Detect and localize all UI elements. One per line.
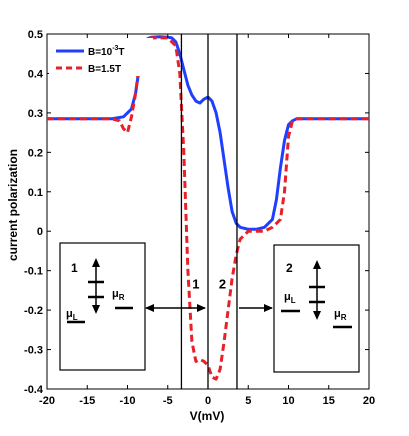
legend: B=10-3T B=1.5T [49, 38, 153, 76]
annotation-region-2: 2 [219, 276, 226, 291]
inset-2-number: 2 [286, 261, 293, 275]
x-tick-label: 10 [282, 395, 294, 407]
y-tick-label: -0.3 [24, 345, 43, 357]
inset-2-mu-left: μL [284, 291, 296, 305]
annotation-region-1: 1 [192, 276, 199, 291]
pointer-arrow-left [145, 304, 206, 312]
x-tick-label: -15 [79, 395, 95, 407]
inset-diagram-1: 1 μL μR [59, 242, 146, 371]
x-tick-label: 0 [205, 395, 211, 407]
x-tick-label: -10 [120, 395, 136, 407]
x-tick-label: 15 [323, 395, 335, 407]
y-tick-label: -0.1 [24, 266, 43, 278]
y-tick-label: 0.2 [28, 147, 43, 159]
y-tick-label: 0.3 [28, 108, 43, 120]
inset-1-mu-left: μL [66, 308, 78, 322]
x-axis-label: V(mV) [190, 409, 225, 423]
y-tick-label: 0.1 [28, 187, 43, 199]
inset-2-mu-right: μR [334, 308, 347, 322]
inset-diagram-2: 2 μL μR [273, 244, 360, 373]
x-tick-label: 5 [245, 395, 251, 407]
inset-1-mu-right: μR [112, 288, 125, 302]
y-tick-label: 0 [37, 226, 43, 238]
x-tick-label: -20 [39, 395, 55, 407]
inset-1-number: 1 [71, 261, 78, 275]
y-tick-label: -0.4 [24, 384, 44, 396]
legend-label-series-2: B=1.5T [88, 64, 121, 75]
x-tick-label: 20 [363, 395, 375, 407]
y-tick-label: 0.5 [28, 29, 43, 41]
legend-label-series-1: B=10-3T [88, 45, 125, 58]
pointer-arrow-right [239, 304, 273, 312]
y-axis-label: current polarization [6, 149, 20, 261]
x-tick-label: -5 [163, 395, 173, 407]
y-tick-label: -0.2 [24, 305, 43, 317]
y-tick-label: 0.4 [28, 68, 44, 80]
